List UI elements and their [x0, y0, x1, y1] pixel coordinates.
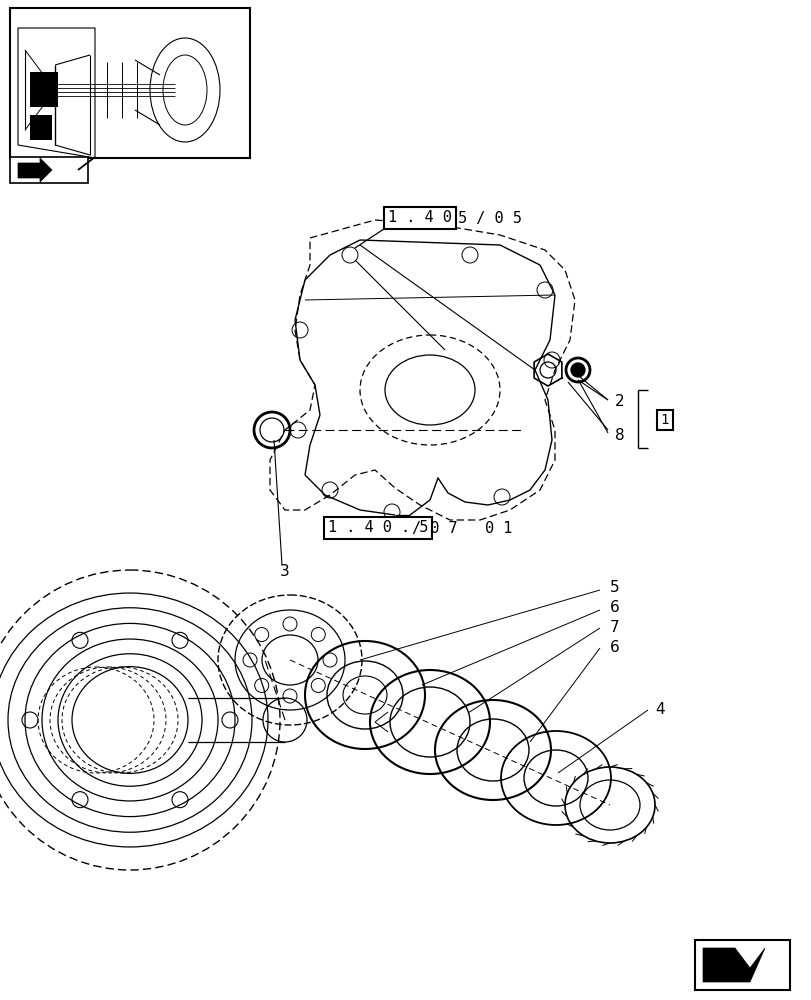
Text: 5: 5	[609, 580, 619, 595]
Text: 7: 7	[609, 620, 619, 636]
Bar	[10, 8, 250, 158]
Text: 8: 8	[615, 428, 624, 442]
Text: 6: 6	[609, 641, 619, 656]
Bar	[30, 72, 58, 107]
Text: 3: 3	[280, 564, 290, 580]
Text: 2: 2	[615, 394, 624, 410]
Bar	[694, 940, 789, 990]
Bar	[30, 115, 52, 140]
Text: / 0 7   0 1: / 0 7 0 1	[411, 520, 512, 536]
Polygon shape	[702, 948, 764, 982]
Text: 1: 1	[660, 413, 668, 427]
Text: 4: 4	[654, 702, 664, 718]
Text: 6: 6	[609, 600, 619, 615]
Text: 5 / 0 5: 5 / 0 5	[457, 211, 521, 226]
Bar	[10, 157, 88, 183]
Text: 1 . 4 0 . 5: 1 . 4 0 . 5	[328, 520, 427, 536]
Polygon shape	[18, 158, 52, 182]
Text: 1 . 4 0: 1 . 4 0	[388, 211, 452, 226]
Ellipse shape	[570, 363, 584, 377]
